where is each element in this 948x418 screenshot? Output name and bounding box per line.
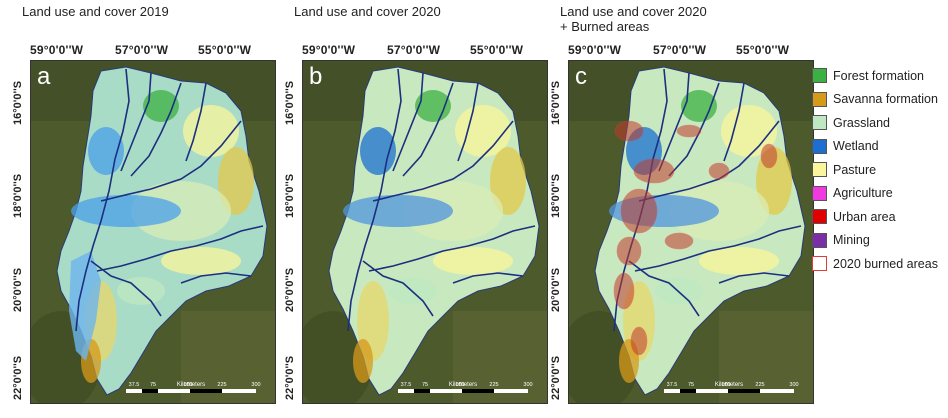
legend-item: Wetland	[812, 135, 948, 159]
legend-item: 2020 burned areas	[812, 252, 948, 276]
legend-swatch	[812, 138, 827, 154]
latitude-label: 20°0'0''S	[12, 267, 24, 312]
panel-title: Land use and cover 2020 + Burned areas	[560, 4, 707, 34]
map-panel: Land use and cover 2019 59°0'0''W 57°0'0''…	[8, 0, 278, 418]
latitude-label: 22°0'0''S	[12, 355, 24, 400]
latitude-label: 20°0'0''S	[284, 267, 296, 312]
scale-bar: Kilometers 37.5 75 150 225 300	[126, 382, 261, 393]
longitude-label: 59°0'0''W	[568, 43, 622, 57]
scale-tick: 37.5	[667, 382, 678, 388]
scale-tick: 150	[183, 382, 192, 388]
legend-label: Urban area	[833, 209, 896, 224]
legend-swatch	[812, 209, 827, 225]
map-frame: Kilometers 37.5 75 150 225 300 a	[30, 60, 276, 404]
legend-label: 2020 burned areas	[833, 256, 938, 271]
map-frame: Kilometers 37.5 75 150 225 300 b	[302, 60, 548, 404]
map-panel: Land use and cover 2020 59°0'0''W 57°0'0''…	[280, 0, 550, 418]
panel-letter: c	[575, 63, 587, 90]
scale-tick: 300	[789, 382, 798, 388]
map-image: Kilometers 37.5 75 150 225 300	[31, 61, 275, 403]
scale-tick: 37.5	[401, 382, 412, 388]
latitude-label: 22°0'0''S	[550, 355, 562, 400]
scale-unit: Kilometers	[177, 382, 205, 388]
longitude-label: 55°0'0''W	[198, 43, 252, 57]
longitude-label: 55°0'0''W	[736, 43, 790, 57]
legend-label: Agriculture	[833, 186, 893, 201]
longitude-label: 57°0'0''W	[115, 43, 169, 57]
panel-title: Land use and cover 2020	[294, 4, 441, 19]
legend-label: Forest formation	[833, 68, 925, 83]
legend-item: Mining	[812, 229, 948, 253]
scale-tick: 150	[455, 382, 464, 388]
scale-tick: 300	[523, 382, 532, 388]
legend-label: Savanna formation	[833, 92, 938, 107]
legend-item: Urban area	[812, 205, 948, 229]
latitude-label: 18°0'0''S	[284, 173, 296, 218]
scale-tick: 300	[251, 382, 260, 388]
latitude-label: 18°0'0''S	[550, 173, 562, 218]
longitude-label: 57°0'0''W	[653, 43, 707, 57]
panel-letter: a	[37, 63, 51, 90]
latitude-label: 16°0'0''S	[550, 80, 562, 125]
legend-swatch	[812, 232, 827, 248]
scale-tick: 225	[755, 382, 764, 388]
scale-tick: 225	[489, 382, 498, 388]
panel-letter: b	[309, 63, 323, 90]
legend-swatch	[812, 256, 827, 272]
longitude-label: 59°0'0''W	[302, 43, 356, 57]
legend-item: Pasture	[812, 158, 948, 182]
scale-tick: 225	[217, 382, 226, 388]
scale-bar: Kilometers 37.5 75 150 225 300	[398, 382, 533, 393]
scale-tick: 75	[688, 382, 694, 388]
latitude-label: 16°0'0''S	[12, 80, 24, 125]
map-frame: Kilometers 37.5 75 150 225 300 c	[568, 60, 814, 404]
panel-title: Land use and cover 2019	[22, 4, 169, 19]
legend-swatch	[812, 185, 827, 201]
latitude-label: 20°0'0''S	[550, 267, 562, 312]
latitude-label: 22°0'0''S	[284, 355, 296, 400]
legend-label: Pasture	[833, 162, 877, 177]
map-image: Kilometers 37.5 75 150 225 300	[569, 61, 813, 403]
scale-tick: 75	[422, 382, 428, 388]
legend-item: Savanna formation	[812, 88, 948, 112]
scale-bar: Kilometers 37.5 75 150 225 300	[664, 382, 799, 393]
legend-item: Agriculture	[812, 182, 948, 206]
longitude-label: 57°0'0''W	[387, 43, 441, 57]
scale-tick: 75	[150, 382, 156, 388]
legend-label: Mining	[833, 233, 870, 248]
map-panel: Land use and cover 2020 + Burned areas 59…	[546, 0, 816, 418]
legend-swatch	[812, 91, 827, 107]
scale-tick: 37.5	[129, 382, 140, 388]
legend-swatch	[812, 68, 827, 84]
longitude-label: 55°0'0''W	[470, 43, 524, 57]
legend-label: Wetland	[833, 139, 879, 154]
legend-item: Forest formation	[812, 64, 948, 88]
latitude-label: 16°0'0''S	[284, 80, 296, 125]
scale-unit: Kilometers	[449, 382, 477, 388]
legend-item: Grassland	[812, 111, 948, 135]
legend-swatch	[812, 162, 827, 178]
scale-tick: 150	[721, 382, 730, 388]
latitude-label: 18°0'0''S	[12, 173, 24, 218]
scale-unit: Kilometers	[715, 382, 743, 388]
map-image: Kilometers 37.5 75 150 225 300	[303, 61, 547, 403]
legend-label: Grassland	[833, 115, 890, 130]
legend: Forest formation Savanna formation Grassla…	[812, 64, 948, 276]
legend-swatch	[812, 115, 827, 131]
longitude-label: 59°0'0''W	[30, 43, 84, 57]
